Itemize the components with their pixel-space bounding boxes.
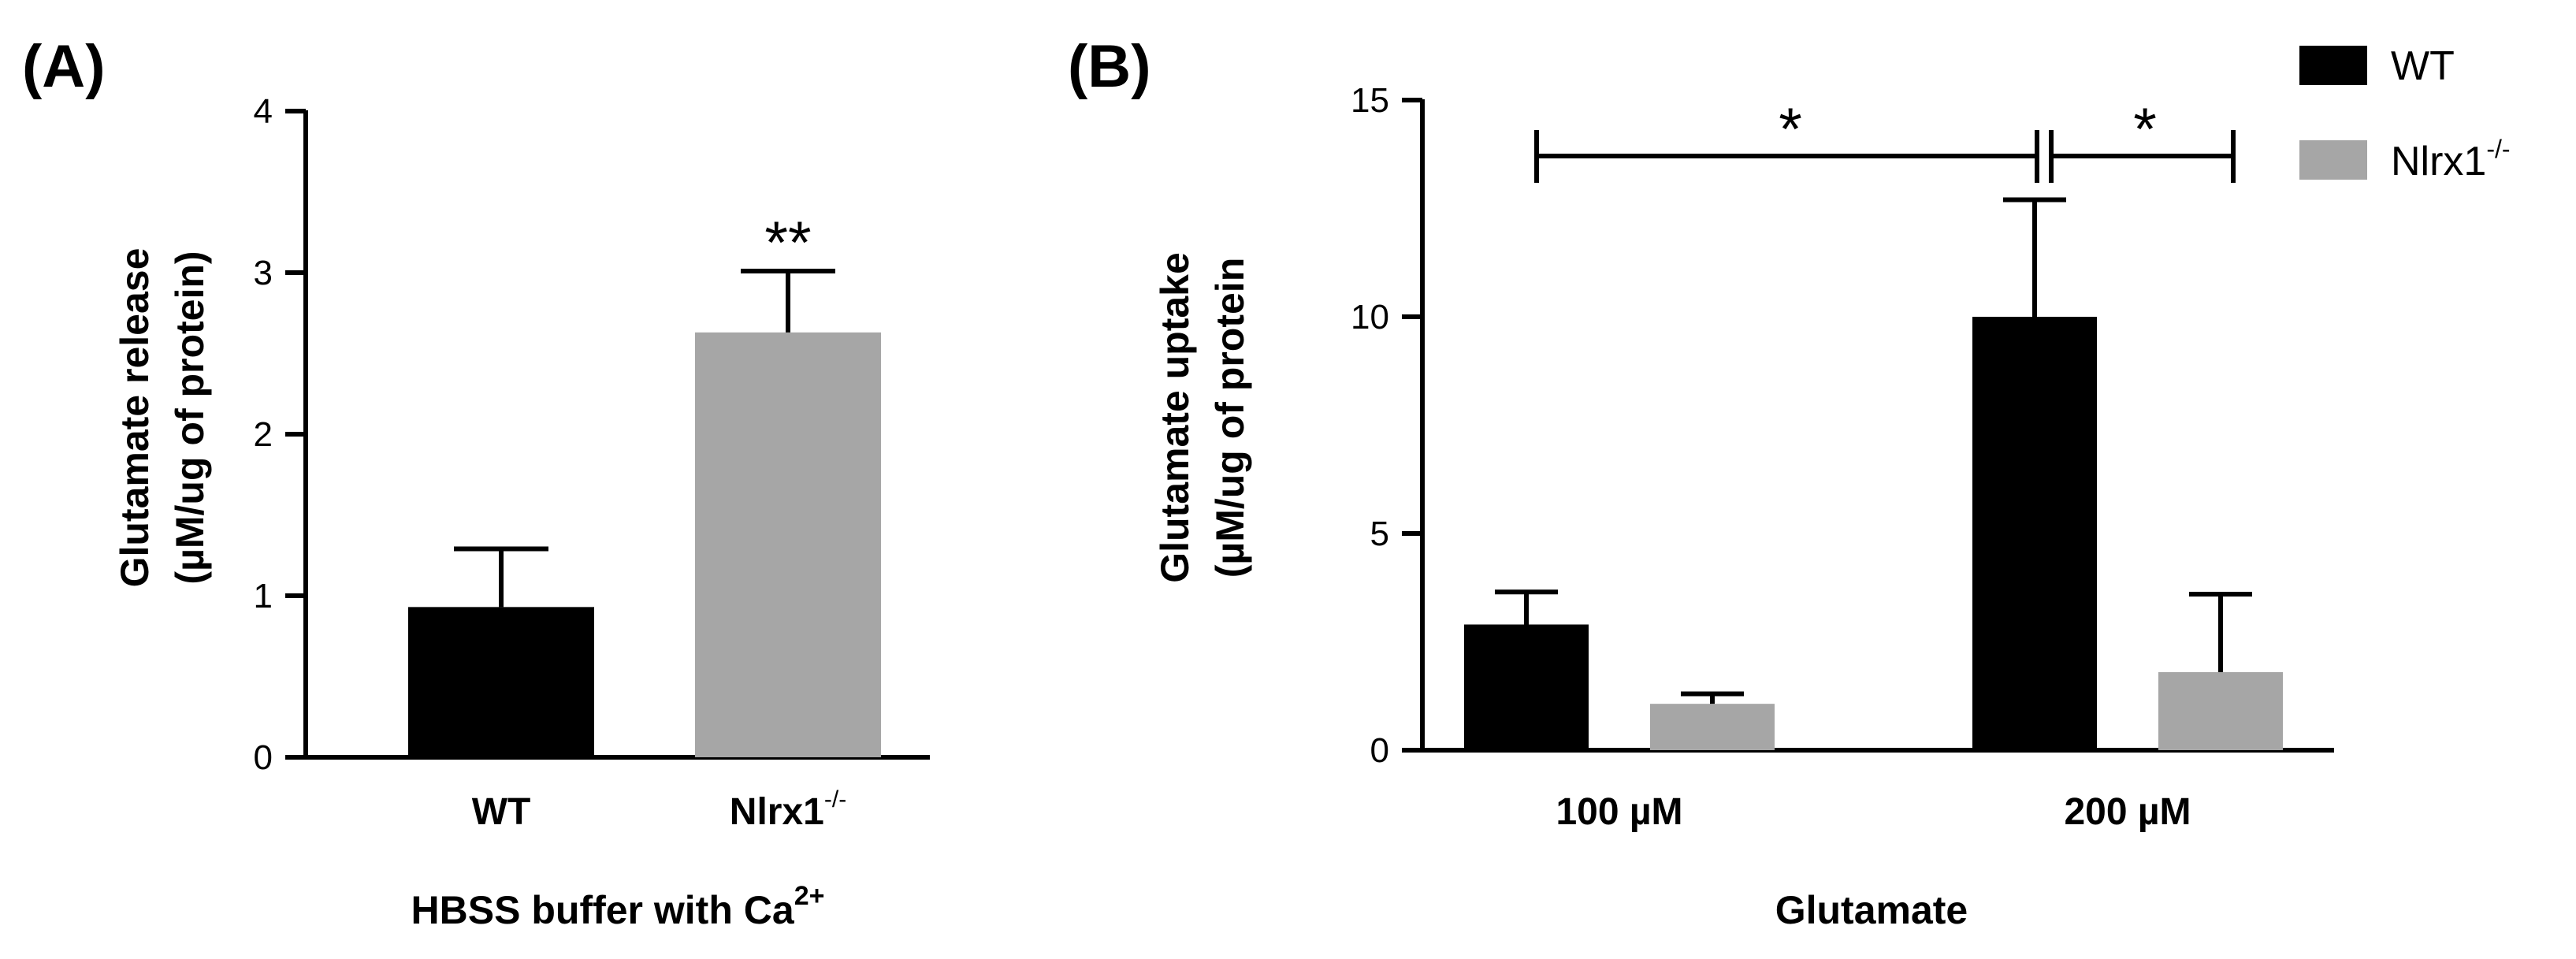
panel-a-y-tick-label: 3	[254, 254, 273, 292]
panel-b-y-tick-label: 0	[1370, 731, 1389, 770]
panel-b-bar-nlrx1-100	[1650, 704, 1775, 750]
legend-label-nlrx1-base: Nlrx1	[2391, 139, 2486, 184]
panel-a-y-tick-label: 2	[254, 415, 273, 454]
panel-b-significance-bracket-2: *	[2049, 96, 2236, 183]
panel-b-error-bar-wt-200	[2003, 197, 2066, 317]
panel-b-x-tick-label-100: 100 µM	[1556, 791, 1682, 833]
panel-a: (A) Glutamate release (µM/ug of protein)…	[22, 33, 930, 932]
panel-a-x-axis-title: HBSS buffer with Ca2+	[411, 881, 825, 932]
panel-a-significance-stars: **	[764, 210, 811, 277]
panel-b-y-tick-label: 5	[1370, 515, 1389, 553]
panel-b-bar-wt-200	[1972, 317, 2097, 750]
legend-swatch-nlrx1	[2299, 140, 2367, 180]
panel-b-label: (B)	[1068, 33, 1151, 100]
panel-b-bar-nlrx1-200	[2158, 672, 2283, 750]
panel-a-x-tick-label-wt: WT	[472, 791, 531, 833]
panel-a-x-axis-title-text: HBSS buffer with Ca	[411, 888, 795, 932]
panel-b-error-bar-nlrx1-200	[2189, 592, 2252, 672]
panel-a-x-tick-label-nlrx1: Nlrx1-/-	[730, 786, 846, 833]
panel-a-error-bar-wt	[454, 546, 548, 608]
panel-a-x-tick-label-nlrx1-base: Nlrx1	[730, 791, 824, 833]
panel-b-error-bar-wt-100	[1495, 589, 1558, 625]
legend-label-wt: WT	[2391, 43, 2455, 89]
panel-a-x-tick-label-nlrx1-superscript: -/-	[824, 786, 846, 812]
legend-label-nlrx1-superscript: -/-	[2486, 135, 2510, 163]
panel-a-bar-wt	[408, 607, 594, 757]
legend-swatch-wt	[2299, 46, 2367, 85]
panel-b-significance-star-2: *	[2133, 96, 2157, 163]
panel-b-legend: WT Nlrx1-/-	[2299, 43, 2511, 184]
panel-a-x-axis-title-superscript: 2+	[794, 881, 825, 911]
panel-a-y-tick-label: 1	[254, 577, 273, 615]
panel-a-bar-nlrx1	[695, 332, 881, 758]
panel-a-y-tick-group: 0 1 2 3 4	[254, 92, 306, 777]
panel-a-y-axis-title-line2: (µM/ug of protein)	[168, 251, 212, 584]
panel-b-error-bar-nlrx1-100	[1681, 691, 1744, 704]
panel-b-bar-wt-100	[1464, 624, 1589, 750]
panel-b-y-tick-label: 15	[1351, 81, 1389, 120]
panel-b: (B) Glutamate uptake (µM/ug of protein 0…	[1068, 33, 2511, 932]
panel-a-label: (A)	[22, 33, 106, 100]
panel-b-x-axis-title: Glutamate	[1775, 888, 1968, 932]
panel-b-y-axis-title-line2: (µM/ug of protein	[1208, 258, 1252, 578]
panel-a-y-tick-label: 4	[254, 92, 273, 131]
panel-b-significance-star-1: *	[1779, 96, 1802, 163]
panel-a-y-tick-label: 0	[254, 738, 273, 777]
panel-a-error-bar-nlrx1	[741, 268, 835, 333]
legend-label-nlrx1: Nlrx1-/-	[2391, 135, 2511, 184]
panel-a-y-axis-title-line1: Glutamate release	[113, 248, 157, 588]
panel-b-x-tick-label-200: 200 µM	[2064, 791, 2191, 833]
panel-b-y-axis-title-line1: Glutamate uptake	[1153, 252, 1197, 583]
panel-b-y-tick-label: 10	[1351, 298, 1389, 336]
panel-b-y-tick-group: 0 5 10 15	[1351, 81, 1422, 770]
panel-b-significance-bracket-1: *	[1534, 96, 2039, 183]
